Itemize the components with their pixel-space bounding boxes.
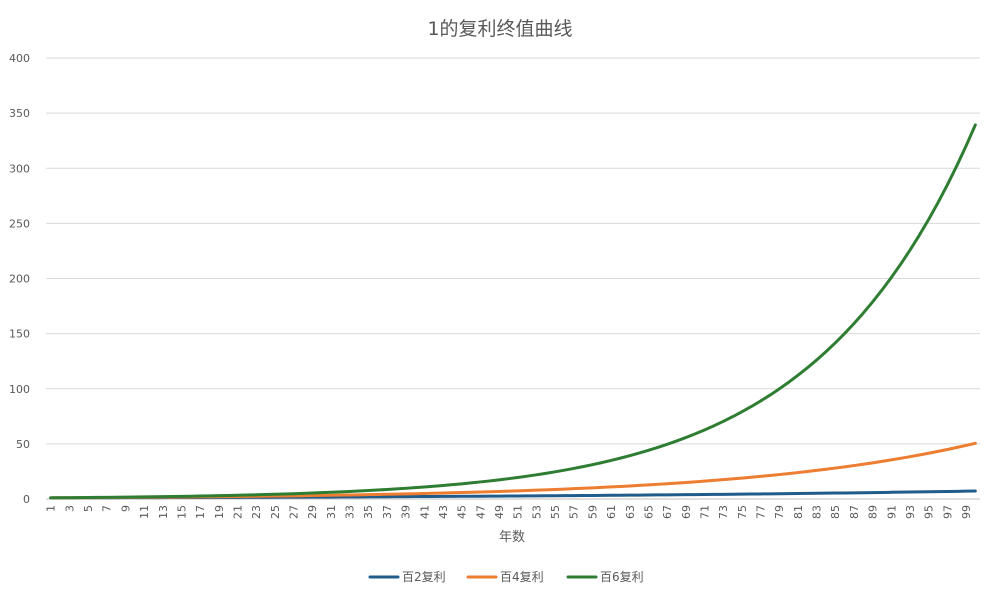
series-lines xyxy=(49,123,977,500)
x-tick-label: 95 xyxy=(923,505,936,519)
x-tick-label: 93 xyxy=(904,505,917,519)
x-tick-label: 51 xyxy=(512,505,525,519)
x-tick-label: 3 xyxy=(63,505,76,512)
series-line-3 xyxy=(49,123,977,500)
x-tick-label: 1 xyxy=(45,505,58,512)
x-tick-label: 57 xyxy=(568,505,581,519)
y-tick-label: 100 xyxy=(9,383,30,396)
x-tick-label: 59 xyxy=(586,505,599,519)
y-axis-ticks: 0 50 100 150 200 250 300 350 400 xyxy=(9,52,30,506)
y-tick-label: 350 xyxy=(9,107,30,120)
y-tick-label: 400 xyxy=(9,52,30,65)
x-tick-label: 75 xyxy=(736,505,749,519)
gridlines xyxy=(46,57,980,500)
x-tick-label: 49 xyxy=(493,505,506,519)
x-tick-label: 15 xyxy=(175,505,188,519)
x-axis-title: 年数 xyxy=(499,530,525,545)
x-tick-label: 25 xyxy=(269,505,282,519)
x-tick-label: 29 xyxy=(306,505,319,519)
x-tick-label: 65 xyxy=(642,505,655,519)
x-tick-label: 77 xyxy=(755,505,768,519)
series-line-2 xyxy=(49,441,977,500)
x-tick-label: 31 xyxy=(325,505,338,519)
x-tick-label: 11 xyxy=(138,505,151,519)
x-tick-label: 83 xyxy=(811,505,824,519)
legend: 百2复利 百4复利 百6复利 xyxy=(368,570,644,584)
x-tick-label: 91 xyxy=(885,505,898,519)
x-tick-label: 37 xyxy=(381,505,394,519)
x-tick-label: 61 xyxy=(605,505,618,519)
x-tick-label: 79 xyxy=(773,505,786,519)
x-tick-label: 85 xyxy=(829,505,842,519)
x-tick-label: 33 xyxy=(344,505,357,519)
x-tick-label: 27 xyxy=(288,505,301,519)
x-tick-label: 67 xyxy=(661,505,674,519)
x-tick-label: 19 xyxy=(213,505,226,519)
x-tick-label: 43 xyxy=(437,505,450,519)
x-tick-label: 87 xyxy=(848,505,861,519)
legend-label-2: 百4复利 xyxy=(500,570,544,584)
x-tick-label: 9 xyxy=(119,505,132,512)
x-tick-label: 81 xyxy=(792,505,805,519)
x-tick-label: 13 xyxy=(157,505,170,519)
chart-title: 1的复利终值曲线 xyxy=(427,18,573,40)
x-tick-label: 71 xyxy=(698,505,711,519)
x-tick-label: 89 xyxy=(867,505,880,519)
x-tick-label: 99 xyxy=(960,505,973,519)
y-tick-label: 150 xyxy=(9,328,30,341)
x-tick-label: 47 xyxy=(474,505,487,519)
x-tick-label: 17 xyxy=(194,505,207,519)
x-tick-label: 73 xyxy=(717,505,730,519)
legend-label-3: 百6复利 xyxy=(600,570,644,584)
x-tick-label: 63 xyxy=(624,505,637,519)
y-tick-label: 250 xyxy=(9,217,30,230)
x-tick-label: 55 xyxy=(549,505,562,519)
x-tick-label: 45 xyxy=(456,505,469,519)
y-tick-label: 300 xyxy=(9,162,30,175)
x-tick-label: 41 xyxy=(418,505,431,519)
x-tick-label: 23 xyxy=(250,505,263,519)
x-axis-ticks: 1 3 5 7 9 11 13 15 17 19 21 23 25 27 29 31 33 35 37 39 41 43 4… xyxy=(45,505,973,519)
x-tick-label: 69 xyxy=(680,505,693,519)
x-tick-label: 97 xyxy=(941,505,954,519)
y-tick-label: 50 xyxy=(16,438,30,451)
x-tick-label: 21 xyxy=(231,505,244,519)
x-tick-label: 5 xyxy=(82,505,95,512)
y-tick-label: 200 xyxy=(9,273,30,286)
x-tick-label: 39 xyxy=(400,505,413,519)
legend-label-1: 百2复利 xyxy=(402,570,446,584)
y-tick-label: 0 xyxy=(23,493,30,506)
x-tick-label: 7 xyxy=(101,505,114,512)
x-tick-label: 35 xyxy=(362,505,375,519)
x-tick-label: 53 xyxy=(530,505,543,519)
